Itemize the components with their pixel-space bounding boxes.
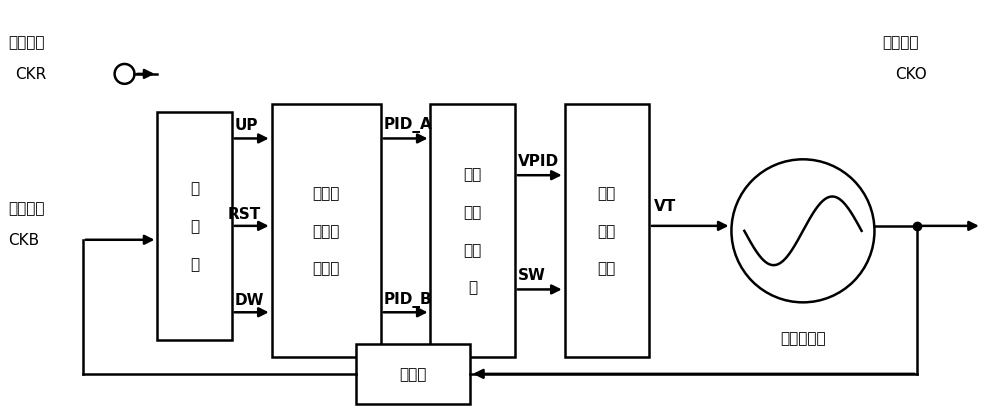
- Text: 时间寄: 时间寄: [312, 185, 340, 201]
- Text: PID_A: PID_A: [384, 116, 433, 132]
- Text: CKB: CKB: [8, 233, 39, 248]
- Text: VT: VT: [654, 199, 676, 214]
- Text: DW: DW: [235, 292, 264, 308]
- Text: 保持: 保持: [598, 223, 616, 238]
- Bar: [430, 104, 515, 357]
- Text: 转换: 转换: [464, 242, 482, 257]
- Text: UP: UP: [235, 117, 258, 132]
- Text: 压控振荡器: 压控振荡器: [780, 330, 826, 345]
- Bar: [565, 104, 649, 357]
- Text: 存器控: 存器控: [312, 223, 340, 238]
- Text: 器: 器: [190, 256, 199, 271]
- Text: CKO: CKO: [895, 67, 927, 82]
- Text: 参考时钟: 参考时钟: [8, 36, 45, 50]
- Text: 反馈时钟: 反馈时钟: [8, 201, 45, 216]
- Text: SW: SW: [518, 268, 546, 283]
- Text: RST: RST: [228, 206, 261, 221]
- Text: PID_B: PID_B: [384, 292, 432, 308]
- Text: 分频器: 分频器: [399, 366, 427, 382]
- Text: 电压: 电压: [464, 204, 482, 219]
- Bar: [356, 344, 470, 404]
- Bar: [157, 112, 232, 340]
- Text: 鉴: 鉴: [190, 181, 199, 196]
- Text: 电路: 电路: [598, 261, 616, 276]
- Text: 相位: 相位: [464, 167, 482, 182]
- Text: 采样: 采样: [598, 185, 616, 201]
- Text: VPID: VPID: [518, 154, 559, 169]
- Text: 器: 器: [468, 280, 477, 295]
- Text: 频: 频: [190, 219, 199, 234]
- Text: 输出时钟: 输出时钟: [882, 36, 919, 50]
- Text: CKR: CKR: [15, 67, 47, 82]
- Text: 制电路: 制电路: [312, 261, 340, 276]
- Bar: [272, 104, 381, 357]
